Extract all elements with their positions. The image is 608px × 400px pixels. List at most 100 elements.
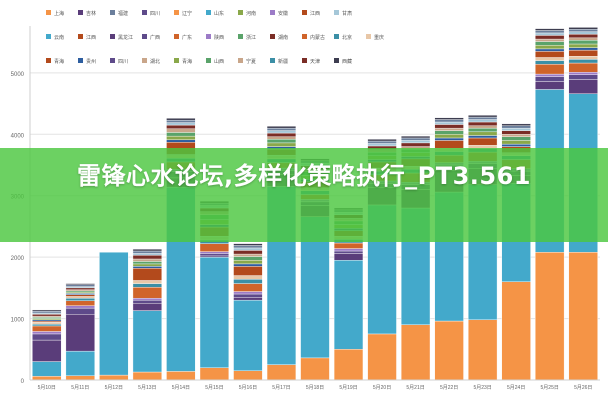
bar-segment — [32, 314, 62, 317]
bar-segment — [501, 123, 531, 126]
legend-label: 新疆 — [278, 58, 288, 65]
bar-segment — [199, 256, 230, 368]
bar-segment — [434, 124, 464, 129]
bar-segment — [233, 370, 263, 381]
bar-segment — [535, 57, 565, 61]
bar-segment — [132, 266, 162, 269]
title-banner — [0, 148, 608, 242]
bar-segment — [501, 127, 531, 131]
legend-swatch — [110, 10, 115, 15]
bar-segment — [468, 119, 498, 123]
legend-swatch — [334, 34, 339, 39]
bar-stack — [32, 309, 62, 381]
bar-segment — [434, 130, 464, 135]
legend-label: 西藏 — [342, 58, 352, 65]
x-tick-label: 5月22日 — [440, 385, 458, 391]
bar-segment — [166, 371, 196, 381]
bar-segment — [400, 324, 431, 381]
legend-label: 贵州 — [86, 58, 96, 65]
bar-segment — [233, 247, 263, 251]
bar-segment — [233, 253, 263, 257]
legend-swatch — [238, 10, 243, 15]
legend-label: 四川 — [150, 11, 160, 17]
bar-segment — [32, 323, 62, 327]
bar-segment — [434, 137, 464, 141]
legend-swatch — [302, 10, 307, 15]
bar-segment — [535, 76, 565, 82]
bar-segment — [132, 258, 162, 262]
bar-segment — [32, 322, 62, 325]
bar-segment — [166, 119, 196, 123]
bar-segment — [233, 250, 263, 255]
legend-label: 山西 — [214, 58, 224, 65]
bar-segment — [468, 319, 498, 381]
bar-segment — [266, 126, 297, 129]
x-tick-label: 5月21日 — [406, 385, 424, 391]
bar-segment — [132, 263, 162, 267]
bar-segment — [501, 130, 531, 135]
bar-segment — [568, 62, 598, 73]
bar-segment — [367, 140, 397, 144]
bar-segment — [468, 137, 498, 146]
x-tick-label: 5月12日 — [105, 385, 123, 391]
bar-segment — [400, 137, 431, 141]
bar-segment — [535, 64, 565, 75]
bar-segment — [535, 73, 565, 77]
bar-segment — [32, 339, 62, 362]
bar-segment — [132, 268, 162, 281]
bar-segment — [132, 248, 162, 252]
legend-label: 吉林 — [86, 10, 96, 17]
bar-segment — [568, 47, 598, 51]
bar-segment — [32, 361, 62, 377]
bar-segment — [568, 59, 598, 64]
bar-segment — [132, 255, 162, 260]
bar-segment — [132, 283, 162, 288]
bar-segment — [32, 311, 62, 314]
legend-label: 青海 — [182, 58, 192, 65]
bar-segment — [65, 298, 95, 301]
bar-segment — [367, 138, 397, 142]
legend-label: 广东 — [182, 34, 192, 41]
bar-segment — [266, 132, 297, 137]
legend-swatch — [206, 34, 211, 39]
bar-stack — [65, 283, 95, 381]
bar-segment — [535, 28, 565, 31]
bar-segment — [233, 283, 263, 292]
bar-segment — [535, 35, 565, 40]
bar-segment — [333, 253, 364, 261]
banner-title: 雷锋心水论坛,多样化策略执行_PT3.561 — [77, 162, 531, 190]
bar-segment — [568, 252, 598, 381]
legend-label: 福建 — [118, 10, 128, 17]
legend-swatch — [46, 58, 51, 63]
x-tick-label: 5月14日 — [172, 385, 190, 391]
bar-segment — [199, 367, 230, 381]
bar-segment — [233, 297, 263, 301]
x-tick-label: 5月26日 — [574, 385, 592, 391]
legend-label: 四川 — [118, 59, 128, 65]
bar-segment — [468, 116, 498, 120]
x-tick-label: 5月13日 — [138, 385, 156, 391]
bar-segment — [535, 30, 565, 34]
bar-segment — [65, 284, 95, 287]
bar-segment — [434, 320, 464, 381]
bar-segment — [568, 31, 598, 35]
bar-stack — [99, 252, 129, 381]
bar-segment — [65, 283, 95, 285]
bar-segment — [434, 134, 464, 139]
bar-segment — [568, 43, 598, 48]
bar-segment — [132, 253, 162, 256]
bar-segment — [166, 118, 196, 121]
legend-swatch — [302, 34, 307, 39]
legend-label: 北京 — [342, 34, 352, 41]
x-tick-label: 5月10日 — [38, 385, 56, 391]
bar-segment — [233, 260, 263, 265]
bar-segment — [233, 279, 263, 284]
bar-segment — [501, 136, 531, 141]
legend-label: 湖北 — [150, 58, 160, 65]
bar-segment — [333, 242, 364, 249]
bar-segment — [568, 56, 598, 60]
bar-segment — [501, 134, 531, 137]
legend-label: 内蒙古 — [310, 34, 325, 41]
legend-swatch — [270, 10, 275, 15]
